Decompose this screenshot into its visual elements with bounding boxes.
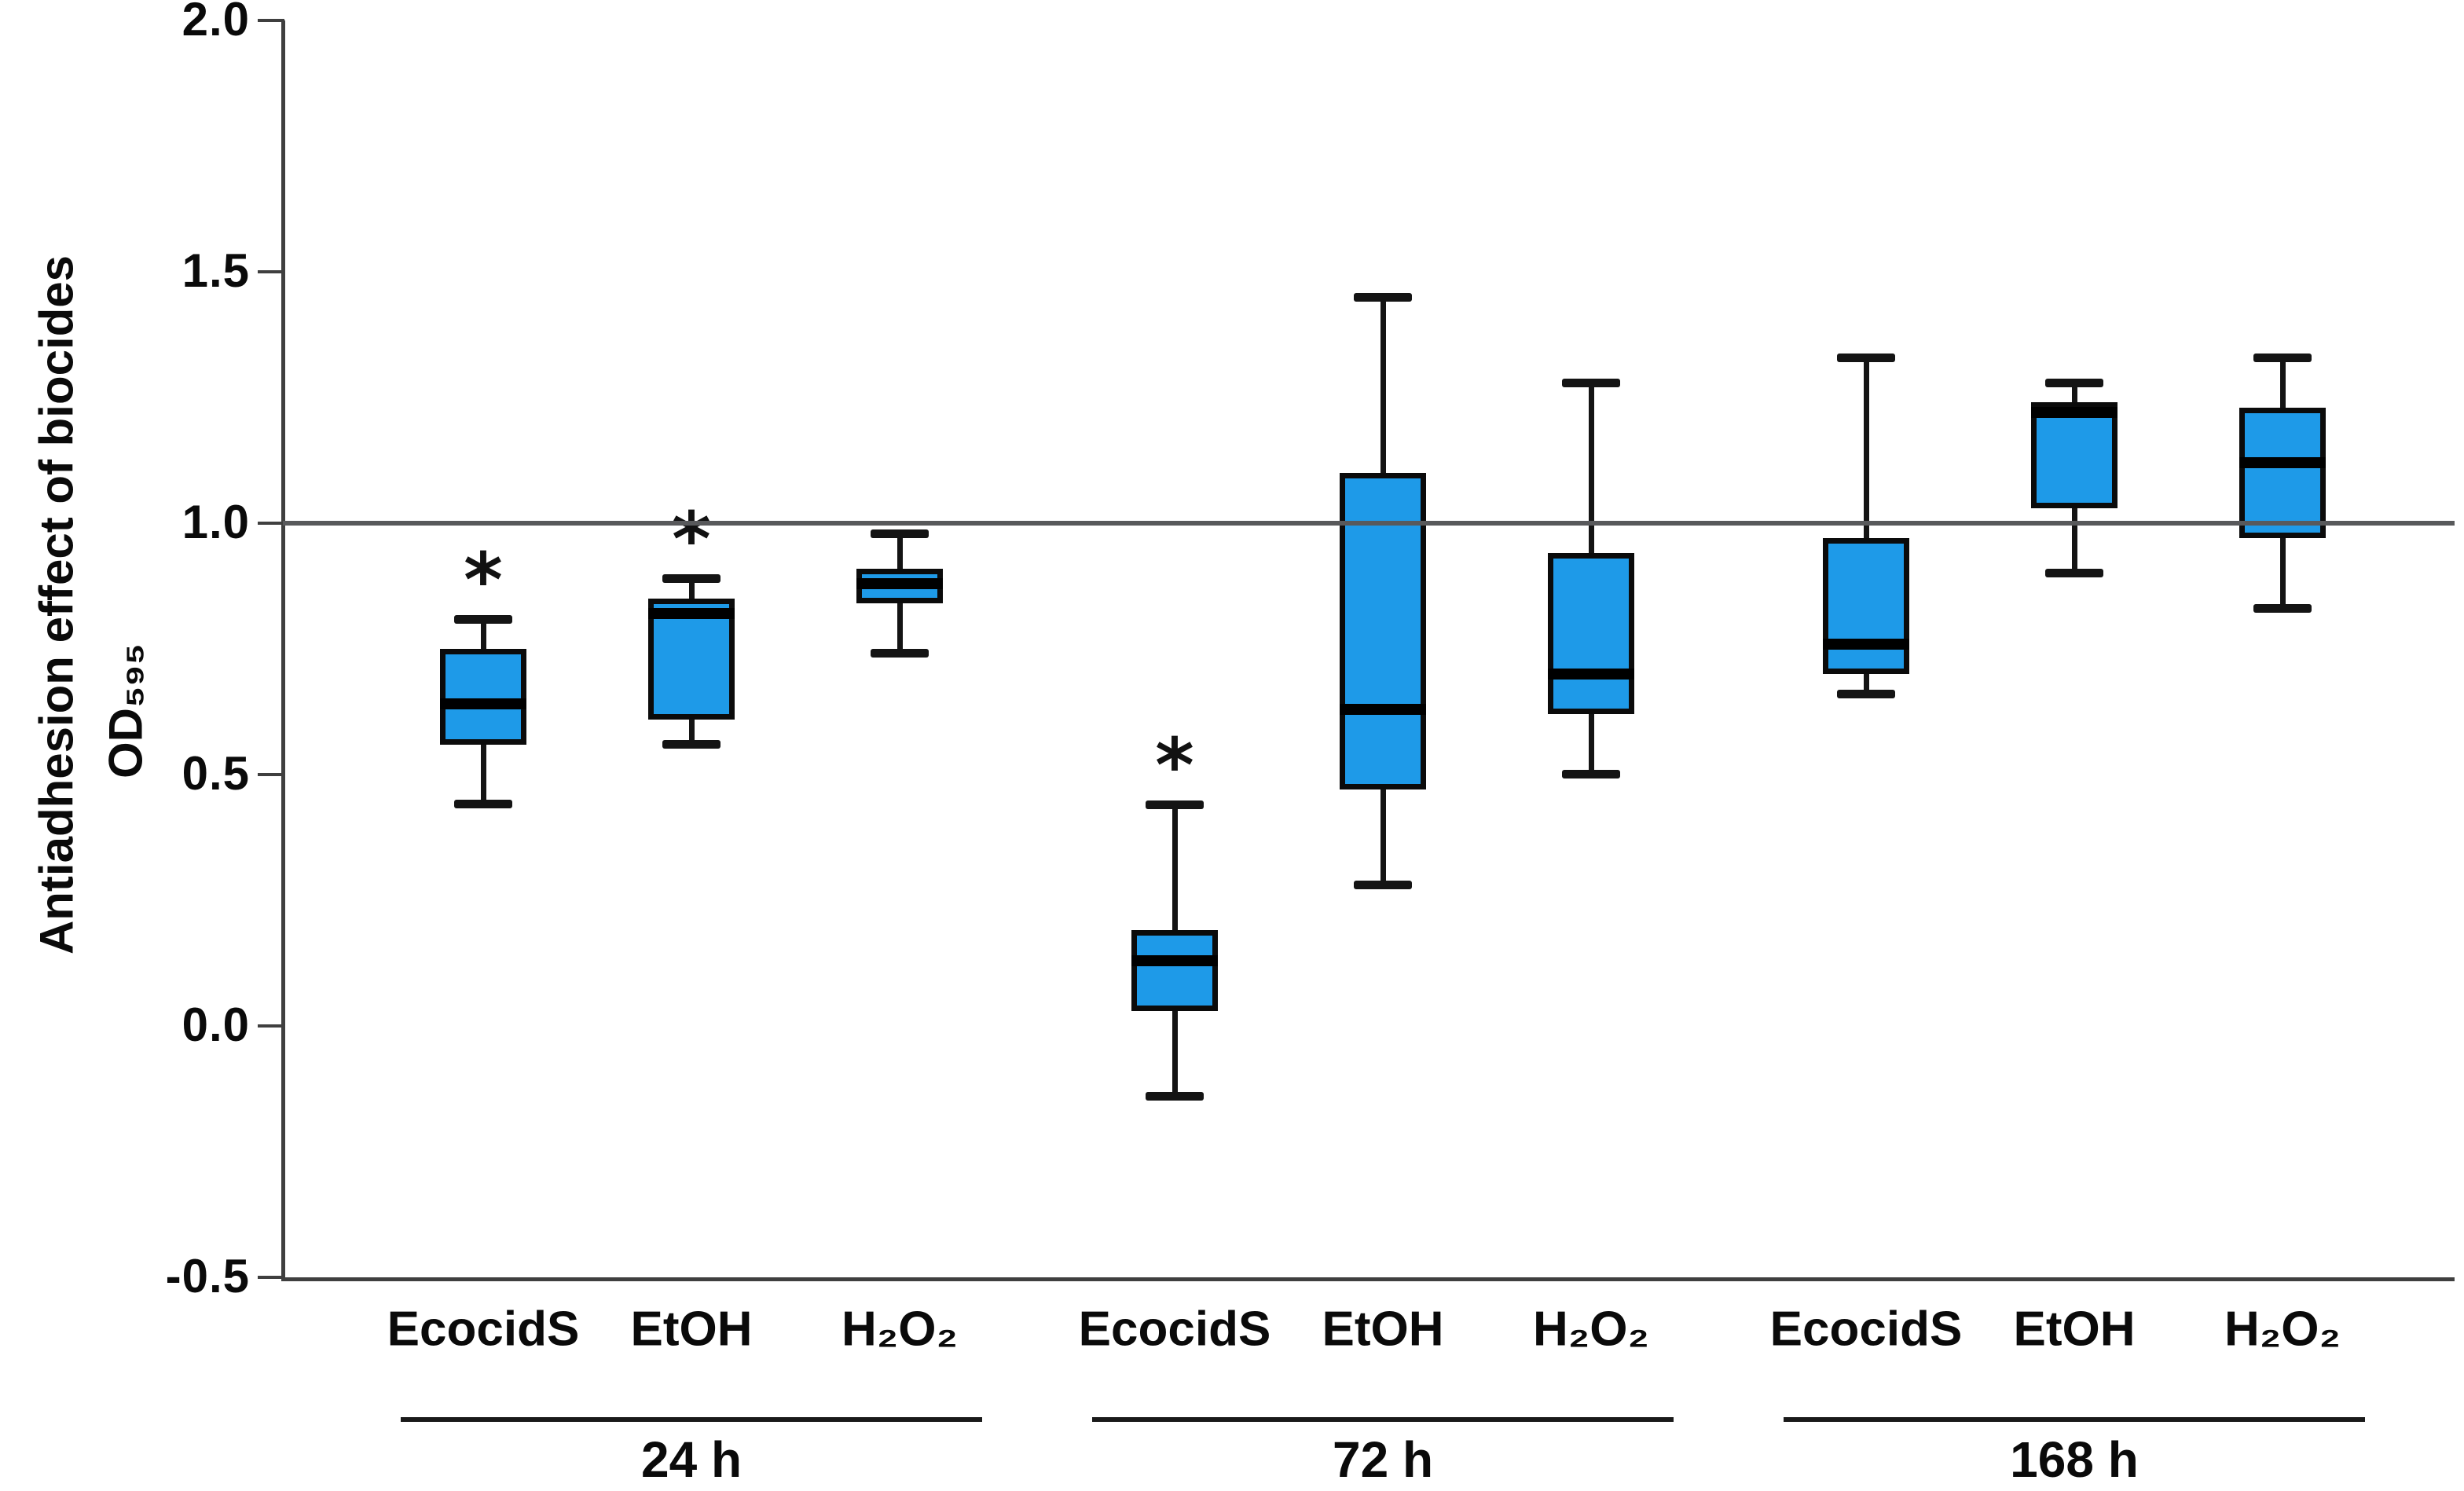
y-tick-label: 0.5: [182, 747, 250, 800]
whisker-cap-bottom-168h-EcocidS: [1837, 689, 1895, 698]
y-tick-label: 1.0: [182, 496, 250, 549]
whisker-cap-bottom-72h-EtOH: [1354, 880, 1412, 889]
box-72h-EtOH: [1340, 473, 1426, 790]
y-tick-mark: [258, 19, 284, 22]
group-underline-24h: [401, 1417, 982, 1422]
significance-asterisk-72h-EcocidS: *: [1155, 723, 1194, 810]
significance-asterisk-24h-EtOH: *: [672, 496, 711, 584]
y-tick-label: -0.5: [165, 1250, 250, 1303]
whisker-cap-bottom-168h-EtOH: [2045, 569, 2103, 577]
whisker-cap-top-72h-EtOH: [1354, 293, 1412, 302]
category-label-24h-EcocidS: EcocidS: [387, 1302, 580, 1357]
category-label-168h-EtOH: EtOH: [2013, 1302, 2136, 1357]
y-tick-mark: [258, 1024, 284, 1028]
median-line-168h-EtOH: [2031, 407, 2118, 419]
category-label-72h-HO: H₂O₂: [1532, 1302, 1650, 1357]
category-label-24h-HO: H₂O₂: [841, 1302, 959, 1357]
whisker-cap-top-72h-HO: [1562, 378, 1620, 387]
whisker-cap-bottom-24h-EtOH: [662, 739, 720, 749]
whisker-cap-top-72h-EcocidS: [1146, 800, 1204, 810]
box-24h-EcocidS: [440, 649, 526, 745]
whisker-cap-top-24h-EtOH: [662, 574, 720, 584]
whisker-cap-top-168h-HO: [2253, 353, 2312, 362]
group-underline-72h: [1092, 1417, 1674, 1422]
y-axis-unit-label: OD₅₉₅: [99, 643, 152, 779]
category-label-72h-EtOH: EtOH: [1322, 1302, 1444, 1357]
y-tick-mark: [258, 1276, 284, 1279]
y-tick-label: 1.5: [182, 244, 250, 298]
category-label-24h-EtOH: EtOH: [630, 1302, 753, 1357]
category-label-168h-EcocidS: EcocidS: [1769, 1302, 1963, 1357]
whisker-cap-bottom-24h-HO: [871, 649, 929, 658]
box-72h-EcocidS: [1131, 930, 1218, 1011]
whisker-cap-top-168h-EtOH: [2045, 378, 2103, 387]
x-axis-line: [281, 1277, 2455, 1281]
whisker-line-168h-EcocidS: [1863, 357, 1869, 694]
whisker-cap-top-24h-EcocidS: [454, 614, 512, 624]
whisker-cap-bottom-72h-HO: [1562, 770, 1620, 778]
median-line-168h-HO: [2239, 457, 2326, 469]
whisker-cap-top-24h-HO: [871, 529, 929, 538]
group-label-168h: 168 h: [2010, 1431, 2139, 1488]
reference-line: [283, 521, 2455, 526]
category-label-168h-HO: H₂O₂: [2224, 1302, 2341, 1357]
whisker-cap-bottom-72h-EcocidS: [1146, 1091, 1204, 1101]
whisker-cap-bottom-24h-EcocidS: [454, 800, 512, 809]
group-label-24h: 24 h: [640, 1431, 742, 1488]
box-168h-EtOH: [2031, 402, 2118, 508]
y-tick-mark: [258, 270, 284, 273]
category-label-72h-EcocidS: EcocidS: [1078, 1302, 1271, 1357]
whisker-cap-bottom-168h-HO: [2253, 603, 2312, 613]
significance-asterisk-24h-EcocidS: *: [464, 537, 503, 625]
median-line-24h-EtOH: [648, 608, 735, 620]
y-tick-label: 0.0: [182, 998, 250, 1052]
group-label-72h: 72 h: [1332, 1431, 1434, 1488]
median-line-168h-EcocidS: [1823, 638, 1909, 650]
y-axis-title: Antiadhesion effect of biocides: [30, 255, 83, 955]
y-tick-mark: [258, 773, 284, 776]
box-168h-HO: [2239, 407, 2326, 539]
box-168h-EcocidS: [1823, 538, 1909, 674]
median-line-72h-EtOH: [1340, 703, 1426, 715]
median-line-72h-EcocidS: [1131, 954, 1218, 966]
y-tick-mark: [258, 522, 284, 525]
median-line-72h-HO: [1548, 669, 1634, 680]
y-tick-label: 2.0: [182, 0, 250, 46]
group-underline-168h: [1784, 1417, 2365, 1422]
box-72h-HO: [1548, 553, 1634, 715]
y-axis-line: [281, 20, 285, 1280]
median-line-24h-HO: [856, 577, 943, 589]
whisker-cap-top-168h-EcocidS: [1837, 353, 1895, 362]
median-line-24h-EcocidS: [440, 698, 526, 710]
